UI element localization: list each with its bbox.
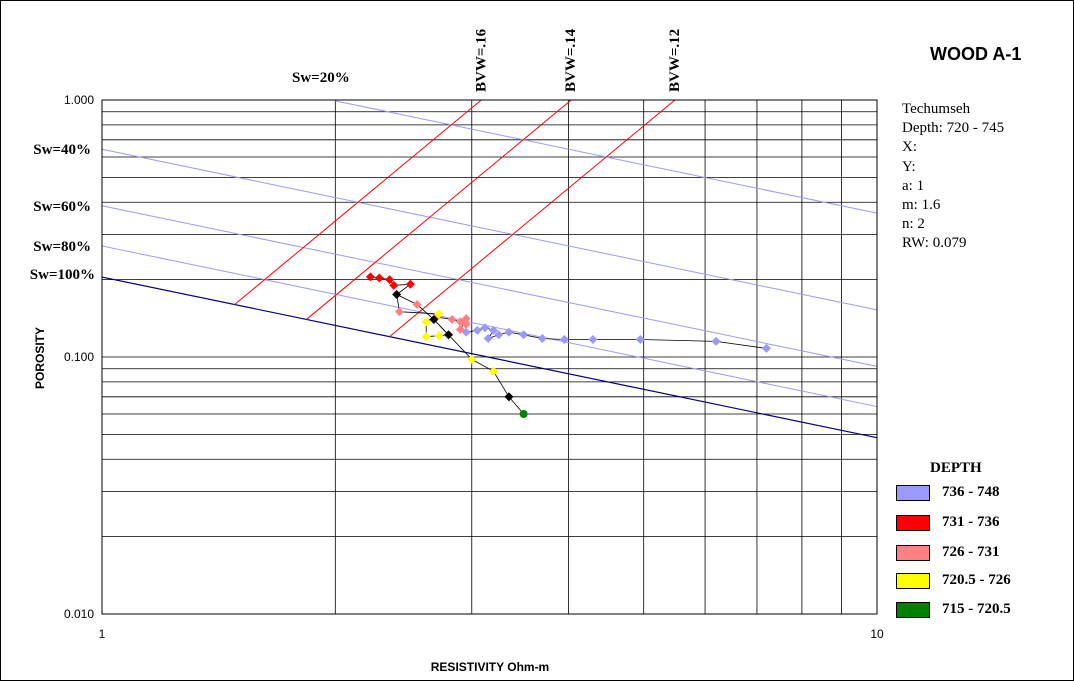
info-formation: Techumseh <box>902 101 971 117</box>
data-point <box>412 300 422 310</box>
data-point <box>480 323 490 333</box>
sw-line <box>101 205 878 367</box>
sw-line <box>101 148 878 311</box>
info-rw: RW: 0.079 <box>902 235 967 252</box>
info-depth: Depth: 720 - 745 <box>902 120 1005 137</box>
legend-swatch <box>896 573 930 589</box>
data-point <box>519 330 529 340</box>
data-point <box>434 309 444 319</box>
data-point <box>761 343 771 353</box>
sw-label: Sw=20% <box>292 70 350 86</box>
bvw-line <box>234 99 482 305</box>
legend-swatch <box>896 515 930 531</box>
data-point <box>559 334 569 344</box>
legend-swatch <box>896 485 930 501</box>
chart-title: WOOD A-1 <box>930 44 1022 64</box>
legend-label: 731 - 736 <box>942 514 1000 530</box>
data-point <box>472 325 482 335</box>
y-tick-label: 0.100 <box>64 350 94 364</box>
sw-label: Sw=80% <box>33 239 91 255</box>
data-point <box>389 280 399 290</box>
data-point <box>461 314 471 324</box>
info-panel: Techumseh Depth: 720 - 745 X: Y: a: 1 m:… <box>902 100 1004 254</box>
data-point <box>488 325 498 335</box>
data-point <box>467 354 477 364</box>
legend-label: 736 - 748 <box>942 484 1000 500</box>
legend-label: 720.5 - 726 <box>942 572 1011 588</box>
legend-swatch <box>896 602 930 618</box>
x-axis-title: RESISTIVITY Ohm-m <box>431 660 549 674</box>
grid-layer <box>102 100 877 614</box>
info-a: a: 1 <box>902 177 925 194</box>
sw-label: Sw=60% <box>33 199 91 215</box>
legend-label: 715 - 720.5 <box>942 601 1011 617</box>
legend-swatch <box>896 545 930 561</box>
data-point <box>421 317 431 327</box>
y-tick-label: 0.010 <box>64 607 94 621</box>
bvw-label: BVW=.14 <box>563 28 579 92</box>
x-tick-label: 1 <box>99 627 106 641</box>
y-axis-title: POROSITY <box>33 327 47 389</box>
data-point <box>483 334 493 344</box>
info-x: X: <box>902 139 917 156</box>
data-point <box>455 324 465 334</box>
reference-lines-layer <box>101 99 878 439</box>
data-point <box>429 314 439 324</box>
plot-border <box>101 99 878 615</box>
sw-label: Sw=100% <box>30 267 95 283</box>
legend-label: 726 - 731 <box>942 544 1000 560</box>
data-point <box>461 319 471 329</box>
y-tick-label: 1.000 <box>64 93 94 107</box>
bvw-label: BVW=.12 <box>667 29 683 92</box>
data-point <box>711 336 721 346</box>
data-point <box>374 273 384 283</box>
data-point <box>488 366 498 376</box>
info-y: Y: <box>902 158 916 175</box>
data-point <box>365 272 375 282</box>
data-point <box>519 410 528 419</box>
bvw-label: BVW=.16 <box>473 28 489 92</box>
data-point <box>494 330 504 340</box>
legend-title: DEPTH <box>930 460 982 476</box>
info-n: n: 2 <box>902 216 925 233</box>
data-point <box>588 334 598 344</box>
info-m: m: 1.6 <box>902 197 941 214</box>
data-point <box>392 290 402 300</box>
data-point <box>405 279 415 289</box>
sw-label: Sw=40% <box>33 142 91 158</box>
data-point <box>537 334 547 344</box>
sw-line <box>101 245 878 408</box>
x-tick-label: 10 <box>870 627 884 641</box>
labels-layer: BVW=.16 BVW=.14 BVW=.12 Sw=20% Sw=40% Sw=60% S… <box>30 28 884 641</box>
data-point <box>444 330 454 340</box>
bvw-line <box>306 99 572 320</box>
data-point <box>421 332 431 342</box>
data-point <box>385 275 395 285</box>
data-point <box>394 307 404 317</box>
data-point <box>504 327 514 337</box>
data-point <box>447 314 457 324</box>
data-point <box>434 331 444 341</box>
data-point <box>635 334 645 344</box>
bvw-line <box>389 99 676 338</box>
sw-line <box>101 276 878 439</box>
markers-layer <box>365 272 771 419</box>
data-point <box>504 392 514 402</box>
